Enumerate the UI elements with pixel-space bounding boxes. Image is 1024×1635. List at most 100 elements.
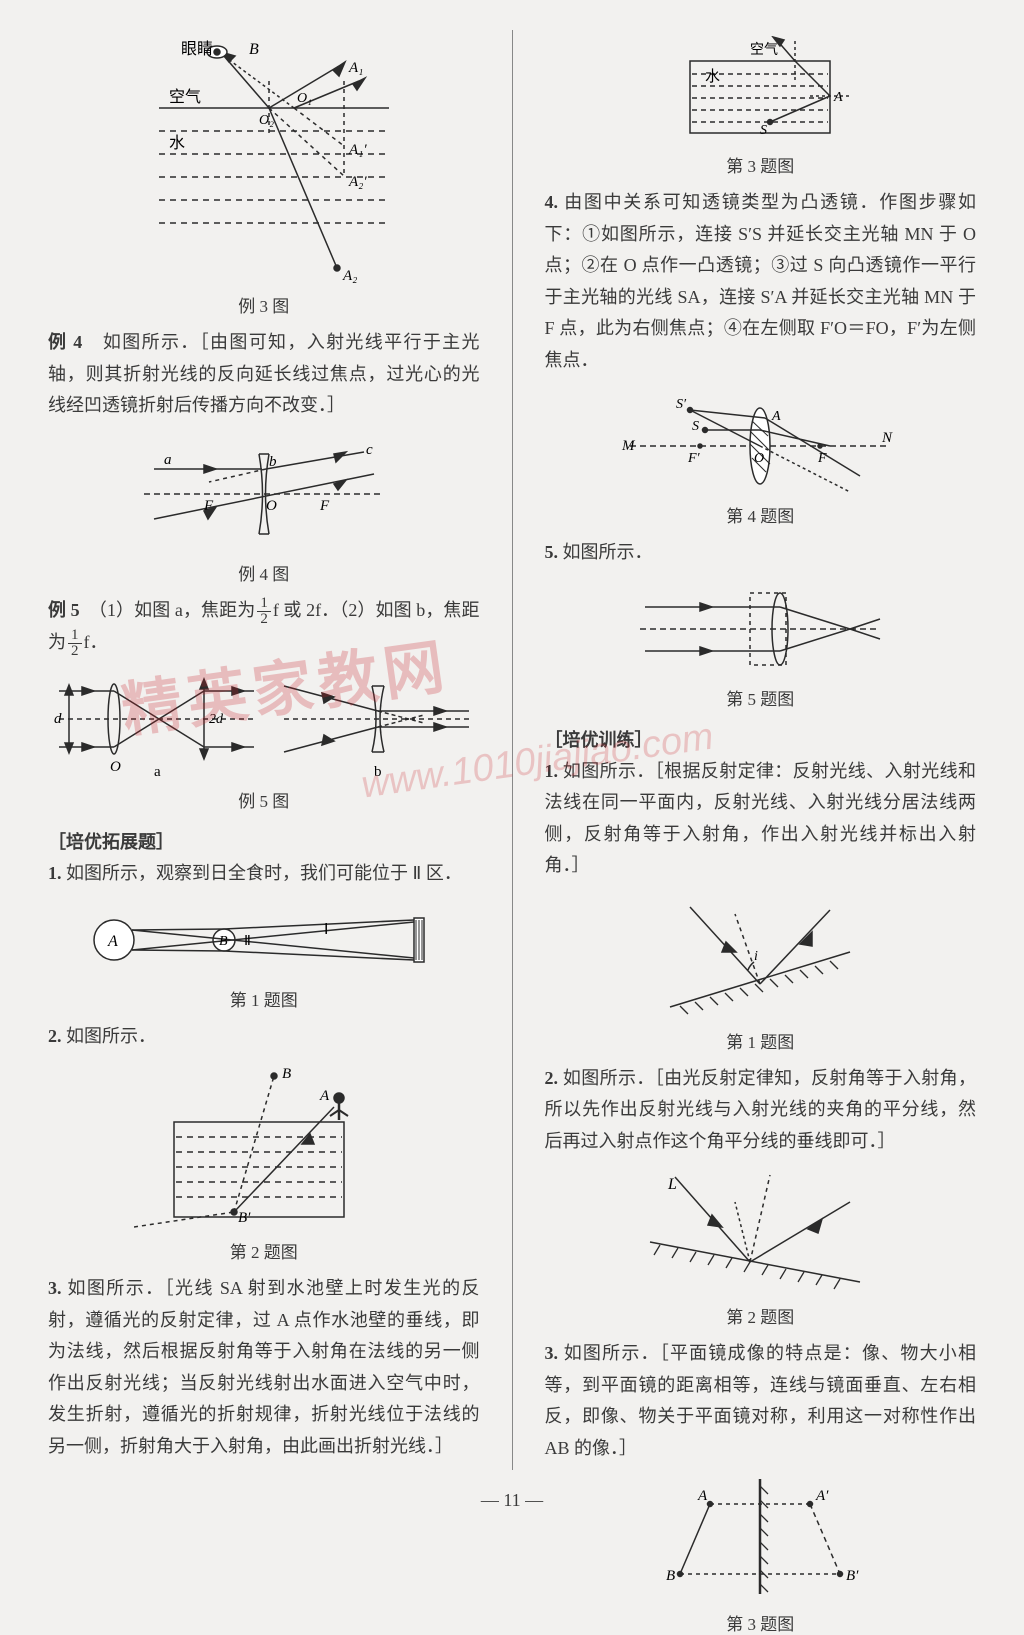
- caption-r4: 第 4 题图: [545, 502, 977, 527]
- caption-q1: 第 1 题图: [48, 986, 480, 1011]
- q1-num: 1.: [48, 863, 62, 883]
- train-q2: 2. 如图所示．［由光反射定律知，反射角等于入射角，所以先作出反射光线与入射光线…: [545, 1063, 977, 1158]
- svg-text:Ⅱ: Ⅱ: [244, 934, 251, 949]
- svg-text:A: A: [319, 1088, 330, 1104]
- svg-text:2d: 2d: [209, 712, 224, 727]
- svg-text:B: B: [666, 1568, 675, 1584]
- svg-text:i: i: [754, 949, 758, 964]
- svg-text:a: a: [164, 452, 172, 468]
- ex5-text-c: f．: [84, 632, 108, 652]
- caption-ex3: 例 3 图: [48, 292, 480, 317]
- svg-text:A′: A′: [815, 1488, 829, 1504]
- svg-text:O: O: [754, 451, 764, 466]
- svg-text:O₂: O₂: [259, 113, 274, 128]
- caption-ex4: 例 4 图: [48, 560, 480, 585]
- svg-text:A: A: [107, 933, 118, 950]
- svg-text:b: b: [269, 454, 277, 470]
- train-heading: ［培优训练］: [545, 726, 977, 752]
- figure-r4: M N S S′ A F F′ O: [545, 386, 977, 496]
- ex4-text: 如图所示．［由图可知，入射光线平行于主光轴，则其折射光线的反向延长线过焦点，过光…: [48, 332, 480, 415]
- q2-num: 2.: [48, 1026, 62, 1046]
- figure-t1: i: [545, 892, 977, 1022]
- svg-text:B: B: [249, 41, 259, 58]
- t3-text: 如图所示．［平面镜成像的特点是：像、物大小相等，到平面镜的距离相等，连线与镜面垂…: [545, 1343, 977, 1458]
- figure-r5: [545, 579, 977, 679]
- svg-text:空气: 空气: [750, 42, 778, 58]
- svg-text:空气: 空气: [169, 88, 201, 106]
- caption-ex5: 例 5 图: [48, 787, 480, 812]
- svg-text:N: N: [881, 430, 893, 446]
- q3-text: 如图所示．［光线 SA 射到水池壁上时发生光的反射，遵循光的反射定律，过 A 点…: [48, 1278, 480, 1456]
- expand-q3: 3. 如图所示．［光线 SA 射到水池壁上时发生光的反射，遵循光的反射定律，过 …: [48, 1273, 480, 1462]
- t1-num: 1.: [545, 761, 559, 781]
- svg-text:A₂′: A₂′: [348, 174, 367, 190]
- q5-text: 如图所示．: [563, 542, 653, 562]
- svg-text:F: F: [319, 498, 330, 514]
- svg-text:d: d: [54, 711, 62, 727]
- svg-text:S: S: [692, 419, 699, 434]
- t3-num: 3.: [545, 1343, 559, 1363]
- example-4: 例 4 如图所示．［由图可知，入射光线平行于主光轴，则其折射光线的反向延长线过焦…: [48, 327, 480, 422]
- caption-q2: 第 2 题图: [48, 1238, 480, 1263]
- caption-t2: 第 2 题图: [545, 1303, 977, 1328]
- example-5: 例 5 （1）如图 a，焦距为12f 或 2f．（2）如图 b，焦距为12f．: [48, 595, 480, 660]
- figure-t2: L: [545, 1167, 977, 1297]
- svg-text:O: O: [266, 498, 277, 514]
- caption-t1: 第 1 题图: [545, 1028, 977, 1053]
- right-q5: 5. 如图所示．: [545, 537, 977, 569]
- svg-text:眼睛: 眼睛: [181, 40, 213, 58]
- svg-text:a: a: [154, 764, 161, 780]
- q4-num: 4.: [545, 192, 559, 212]
- svg-text:F: F: [203, 498, 214, 514]
- train-q3: 3. 如图所示．［平面镜成像的特点是：像、物大小相等，到平面镜的距离相等，连线与…: [545, 1338, 977, 1464]
- caption-r5: 第 5 题图: [545, 685, 977, 710]
- figure-q1: A B Ⅰ Ⅱ: [48, 900, 480, 980]
- svg-text:B′: B′: [238, 1210, 251, 1226]
- q2-text: 如图所示．: [66, 1026, 156, 1046]
- svg-text:c: c: [366, 442, 373, 458]
- figure-ex5: d O 2d a b: [48, 671, 480, 781]
- caption-r3: 第 3 题图: [545, 152, 977, 177]
- t2-num: 2.: [545, 1068, 559, 1088]
- expand-q2: 2. 如图所示．: [48, 1021, 480, 1053]
- svg-text:A: A: [833, 90, 843, 105]
- column-divider: [512, 30, 513, 1470]
- ex5-label: 例 5: [48, 600, 80, 620]
- expand-heading: ［培优拓展题］: [48, 828, 480, 854]
- svg-text:F: F: [817, 451, 827, 466]
- svg-text:A: A: [697, 1488, 708, 1504]
- svg-text:L: L: [667, 1176, 677, 1193]
- svg-text:O: O: [110, 759, 121, 775]
- svg-text:A₁′: A₁′: [348, 142, 367, 158]
- svg-text:b: b: [374, 764, 382, 780]
- svg-text:B′: B′: [846, 1568, 859, 1584]
- figure-t3: A B A′ B′: [545, 1474, 977, 1604]
- figure-ex3: 眼睛 空气 水 B O₁ O₂ A₁ A₁′ A₂ A₂′: [48, 36, 480, 286]
- svg-text:A₁: A₁: [348, 60, 363, 76]
- figure-q2: B A B′: [48, 1062, 480, 1232]
- svg-text:S′: S′: [676, 397, 687, 412]
- ex4-label: 例 4: [48, 332, 82, 352]
- svg-text:M: M: [621, 438, 636, 454]
- right-q4: 4. 由图中关系可知透镜类型为凸透镜．作图步骤如下：①如图所示，连接 S′S 并…: [545, 187, 977, 376]
- left-column: 眼睛 空气 水 B O₁ O₂ A₁ A₁′ A₂ A₂′ 例 3 图 例 4 …: [48, 30, 480, 1470]
- caption-t3: 第 3 题图: [545, 1610, 977, 1635]
- svg-text:B: B: [219, 934, 228, 949]
- svg-text:Ⅰ: Ⅰ: [324, 922, 328, 938]
- q4-text: 由图中关系可知透镜类型为凸透镜．作图步骤如下：①如图所示，连接 S′S 并延长交…: [545, 192, 977, 370]
- svg-text:A: A: [771, 409, 781, 424]
- t2-text: 如图所示．［由光反射定律知，反射角等于入射角，所以先作出反射光线与入射光线的夹角…: [545, 1068, 977, 1151]
- figure-r3: 空气 水 S A: [545, 36, 977, 146]
- svg-text:水: 水: [705, 68, 720, 85]
- svg-text:水: 水: [169, 134, 185, 152]
- right-column: 空气 水 S A 第 3 题图 4. 由图中关系可知透镜类型为凸透镜．作图步骤如…: [545, 30, 977, 1470]
- ex5-text-a: （1）如图 a，焦距为: [98, 600, 255, 620]
- t1-text: 如图所示．［根据反射定律：反射光线、入射光线和法线在同一平面内，反射光线、入射光…: [545, 761, 977, 876]
- q5-num: 5.: [545, 542, 559, 562]
- svg-text:S: S: [760, 123, 767, 138]
- svg-text:A₂: A₂: [342, 268, 357, 284]
- expand-q1: 1. 如图所示，观察到日全食时，我们可能位于 Ⅱ 区．: [48, 858, 480, 890]
- train-q1: 1. 如图所示．［根据反射定律：反射光线、入射光线和法线在同一平面内，反射光线、…: [545, 756, 977, 882]
- q3-num: 3.: [48, 1278, 62, 1298]
- svg-text:O₁: O₁: [297, 91, 312, 106]
